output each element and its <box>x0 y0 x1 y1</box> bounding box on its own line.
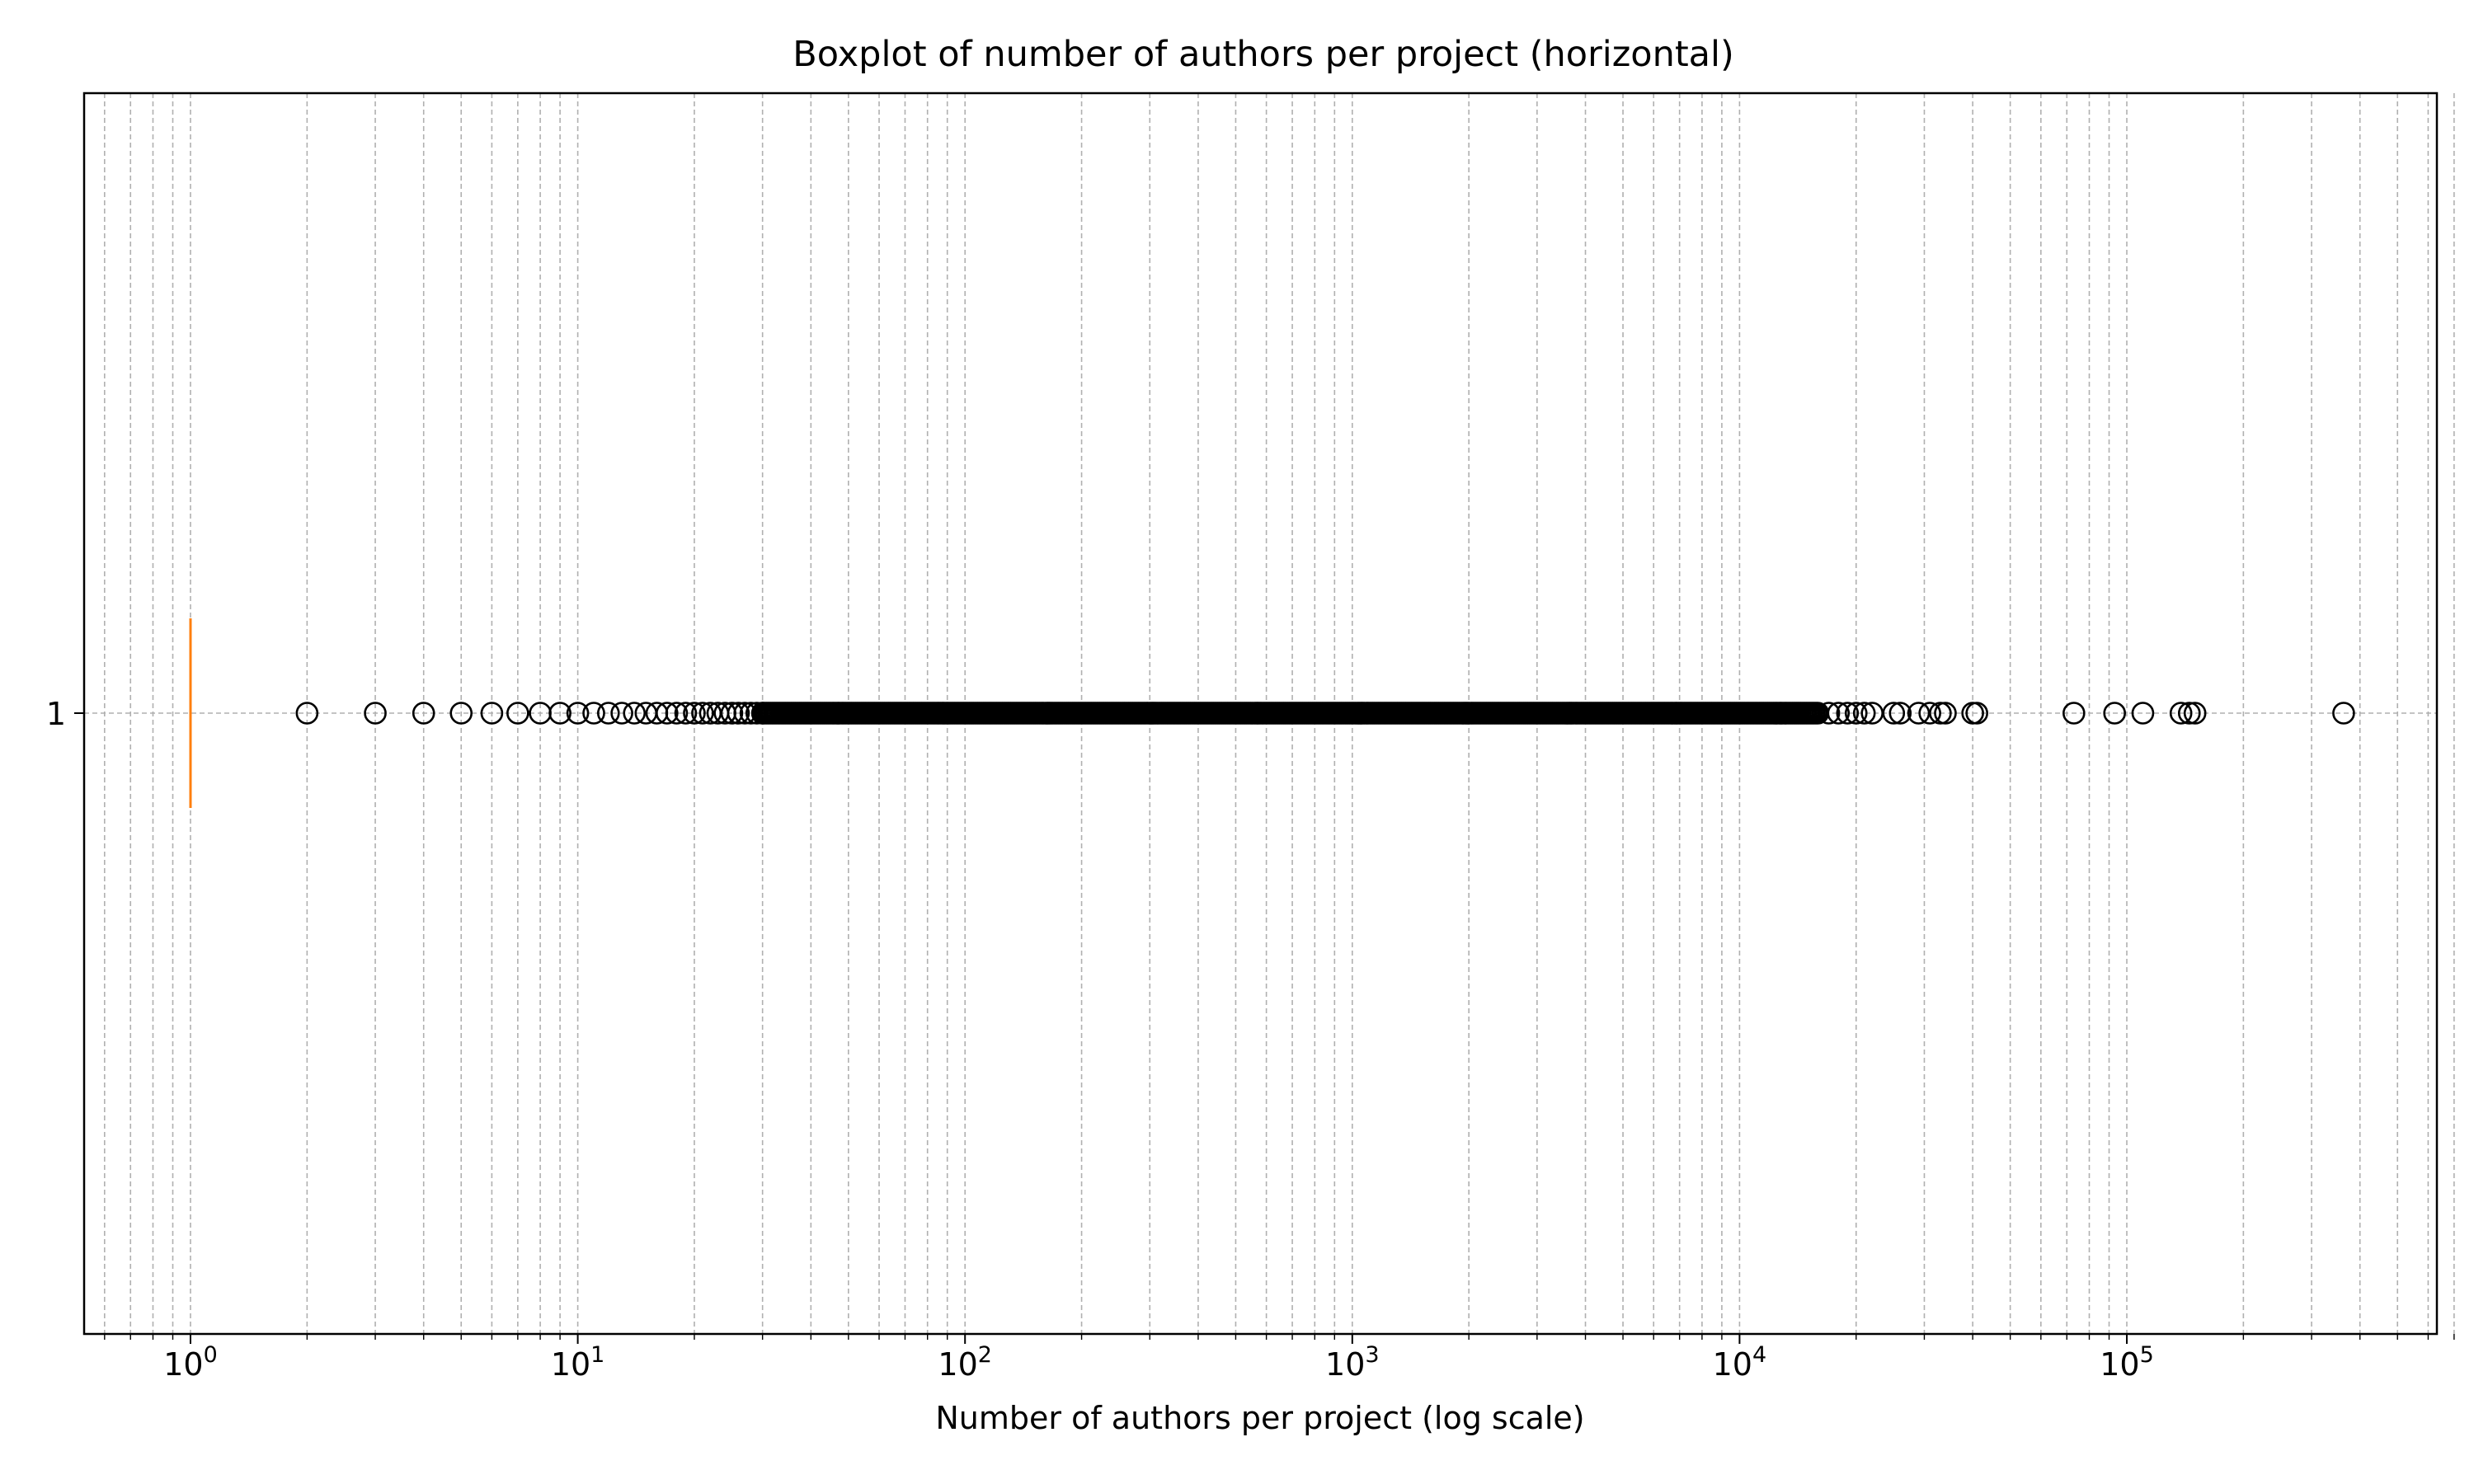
x-tick-label: 105 <box>2100 1342 2154 1383</box>
outlier-point <box>727 702 750 725</box>
outlier-point <box>610 702 633 725</box>
axis-ticks: 100 101 102 103 104 105 1 <box>46 696 2455 1383</box>
outlier-point <box>1827 702 1851 725</box>
outlier-point <box>1929 702 1952 725</box>
outlier-point <box>674 702 698 725</box>
x-tick-label: 103 <box>1325 1342 1380 1383</box>
outlier-point <box>1817 702 1841 725</box>
outlier-point <box>691 702 714 725</box>
outlier-point <box>2103 702 2126 725</box>
outlier-point <box>1882 702 1906 725</box>
outlier-point <box>665 702 689 725</box>
x-tick-label: 101 <box>551 1342 605 1383</box>
x-tick-label: 102 <box>938 1342 992 1383</box>
outlier-point <box>1844 702 1868 725</box>
outlier-point <box>449 702 473 725</box>
outlier-point <box>1852 702 1876 725</box>
outlier-point <box>720 702 744 725</box>
outlier-point <box>548 702 571 725</box>
outlier-point <box>2169 702 2193 725</box>
x-tick-label: 104 <box>1713 1342 1767 1383</box>
outlier-point <box>2131 702 2155 725</box>
outlier-point <box>596 702 620 725</box>
grid-lines <box>84 93 2455 1334</box>
outlier-point <box>480 702 504 725</box>
outlier-point <box>412 702 435 725</box>
outlier-point <box>1965 702 1988 725</box>
outlier-point <box>364 702 387 725</box>
outlier-point <box>2177 702 2201 725</box>
outlier-point <box>683 702 706 725</box>
outlier-point <box>1918 702 1941 725</box>
y-tick-label: 1 <box>46 696 66 732</box>
outlier-point <box>2332 702 2355 725</box>
outlier-point <box>506 702 529 725</box>
outlier-point <box>1907 702 1931 725</box>
outlier-points <box>295 702 2355 725</box>
chart-title: Boxplot of number of authors per project… <box>793 34 1734 75</box>
outlier-point <box>582 702 605 725</box>
outlier-point <box>2183 702 2207 725</box>
outlier-point <box>1836 702 1860 725</box>
outlier-point <box>623 702 647 725</box>
outlier-point <box>656 702 679 725</box>
outlier-point <box>295 702 319 725</box>
outlier-point <box>1888 702 1912 725</box>
x-tick-label: 100 <box>163 1342 218 1383</box>
x-axis-label: Number of authors per project (log scale… <box>935 1400 1584 1436</box>
outlier-point <box>2062 702 2086 725</box>
outlier-point <box>566 702 590 725</box>
outlier-point <box>1934 702 1957 725</box>
